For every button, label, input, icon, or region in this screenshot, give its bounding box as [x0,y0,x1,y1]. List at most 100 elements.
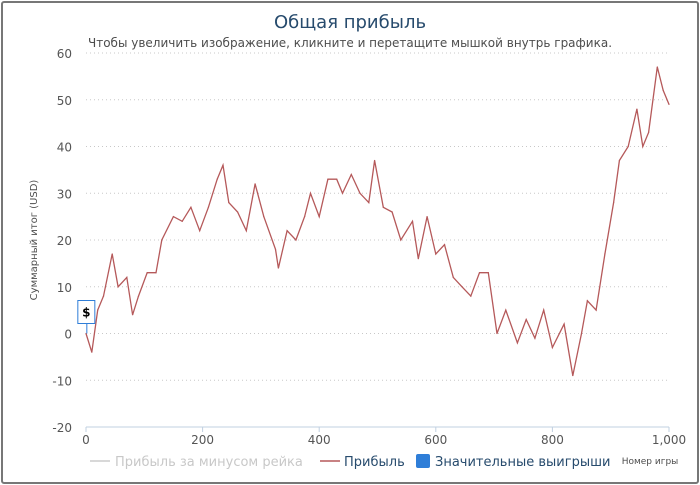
data-point [478,272,481,274]
x-tick-label: 200 [191,433,214,447]
data-point [525,318,527,321]
data-point [551,346,554,349]
data-point [636,108,638,110]
data-point [286,230,288,232]
data-point [470,295,472,297]
data-point [309,192,312,194]
y-axis-label: Суммарный итог (USD) [29,180,40,301]
x-tick-label: 0 [82,433,90,447]
x-tick-label: 400 [308,433,331,447]
y-tick-label: -20 [52,421,72,435]
data-point [642,145,644,148]
data-point [161,239,163,241]
data-point [222,164,224,166]
data-point [647,131,650,134]
data-point [228,202,230,204]
data-point [618,159,621,162]
data-point [400,239,402,241]
data-point [443,244,446,246]
data-point [359,192,361,194]
data-point [295,239,297,241]
data-point [391,211,393,213]
big-win-flag [77,300,96,324]
data-point [172,216,175,218]
legend-label: Прибыль [344,455,405,470]
data-point [563,323,565,325]
data-point [263,216,265,218]
legend-item-profit[interactable]: Прибыль [320,455,405,470]
x-tick-label: 1,000 [652,433,686,447]
legend-item-big-wins[interactable]: Значительные выигрыши [416,454,610,470]
data-point [368,202,370,204]
data-point [190,206,192,208]
data-point [254,183,256,185]
data-point [656,66,658,68]
y-tick-label: 20 [57,234,72,248]
y-tick-label: 40 [57,141,72,155]
data-point [580,332,583,335]
chart-title: Общая прибыль [274,12,426,33]
data-point [137,295,140,297]
profit-series-line [85,66,670,376]
data-point [102,295,105,297]
data-point [350,173,352,176]
legend-label: Значительные выигрыши [435,455,610,470]
data-point [452,276,454,278]
x-tick-label: 800 [541,433,564,447]
data-point [132,314,134,316]
y-tick-label: 60 [57,47,72,61]
data-point [604,253,606,255]
data-point [111,253,113,255]
data-point [85,332,87,335]
data-point [411,220,414,222]
data-point [245,230,247,232]
data-point [496,332,498,335]
data-point [668,103,670,106]
data-point [236,211,239,213]
data-point [327,178,329,180]
data-point [216,178,218,180]
data-point [318,216,320,218]
flag-label: $ [82,306,90,320]
x-axis-label: Номер игры [622,457,679,467]
y-tick-label: 30 [57,187,72,201]
data-point [373,159,376,162]
data-point [126,276,128,278]
data-point [426,216,428,218]
data-point [586,300,588,302]
data-point [662,89,664,91]
data-point [199,230,201,232]
data-point [274,248,277,250]
data-point [534,337,536,339]
legend-item-net-profit[interactable]: Прибыль за минусом рейка [90,455,303,470]
data-point [207,206,210,208]
data-point [461,286,463,288]
data-point [435,253,437,255]
x-tick-label: 600 [424,433,447,447]
data-point [382,206,384,208]
data-point [97,309,99,311]
data-point [91,351,93,353]
y-tick-label: -10 [52,374,72,388]
data-point [336,178,338,180]
data-point [627,145,629,148]
data-point [572,374,574,377]
data-point [505,309,507,311]
y-tick-label: 10 [57,281,72,295]
data-point [543,309,545,311]
data-point [304,216,306,218]
y-tick-label: 0 [64,328,72,342]
chart-subtitle: Чтобы увеличить изображение, кликните и … [88,36,612,50]
legend: Прибыль за минусом рейка Прибыль Значите… [90,454,610,470]
data-point [117,286,119,288]
data-point [516,342,519,344]
data-point [613,202,615,204]
data-point [595,309,597,311]
data-point [181,220,183,222]
data-point [487,272,489,274]
legend-square-icon [416,454,430,468]
data-point [417,258,419,260]
data-point [341,192,344,194]
data-point [146,272,148,274]
